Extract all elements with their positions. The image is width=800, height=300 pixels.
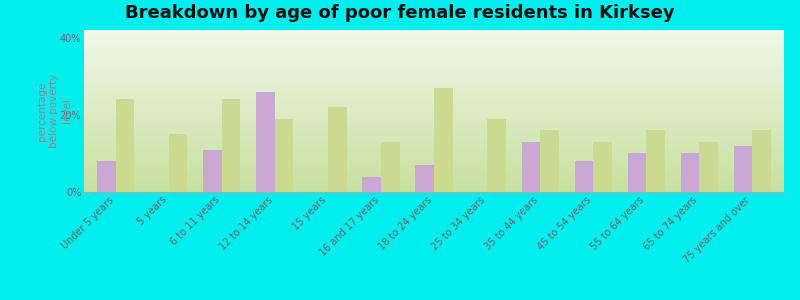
Bar <box>169 134 187 192</box>
Bar <box>116 99 134 192</box>
Bar <box>98 161 116 192</box>
Bar <box>734 146 752 192</box>
Bar <box>646 130 665 192</box>
Bar <box>415 165 434 192</box>
Bar <box>203 150 222 192</box>
Y-axis label: percentage
below poverty
level: percentage below poverty level <box>37 74 71 148</box>
Bar <box>540 130 558 192</box>
Bar <box>275 119 294 192</box>
Text: Breakdown by age of poor female residents in Kirksey: Breakdown by age of poor female resident… <box>125 4 675 22</box>
Bar <box>522 142 540 192</box>
Bar <box>222 99 241 192</box>
Bar <box>487 119 506 192</box>
Bar <box>699 142 718 192</box>
Bar <box>434 88 453 192</box>
Bar <box>752 130 770 192</box>
Bar <box>328 107 346 192</box>
Bar <box>574 161 593 192</box>
Bar <box>362 177 381 192</box>
Bar <box>381 142 399 192</box>
Bar <box>681 153 699 192</box>
Bar <box>627 153 646 192</box>
Bar <box>593 142 612 192</box>
Bar <box>256 92 275 192</box>
